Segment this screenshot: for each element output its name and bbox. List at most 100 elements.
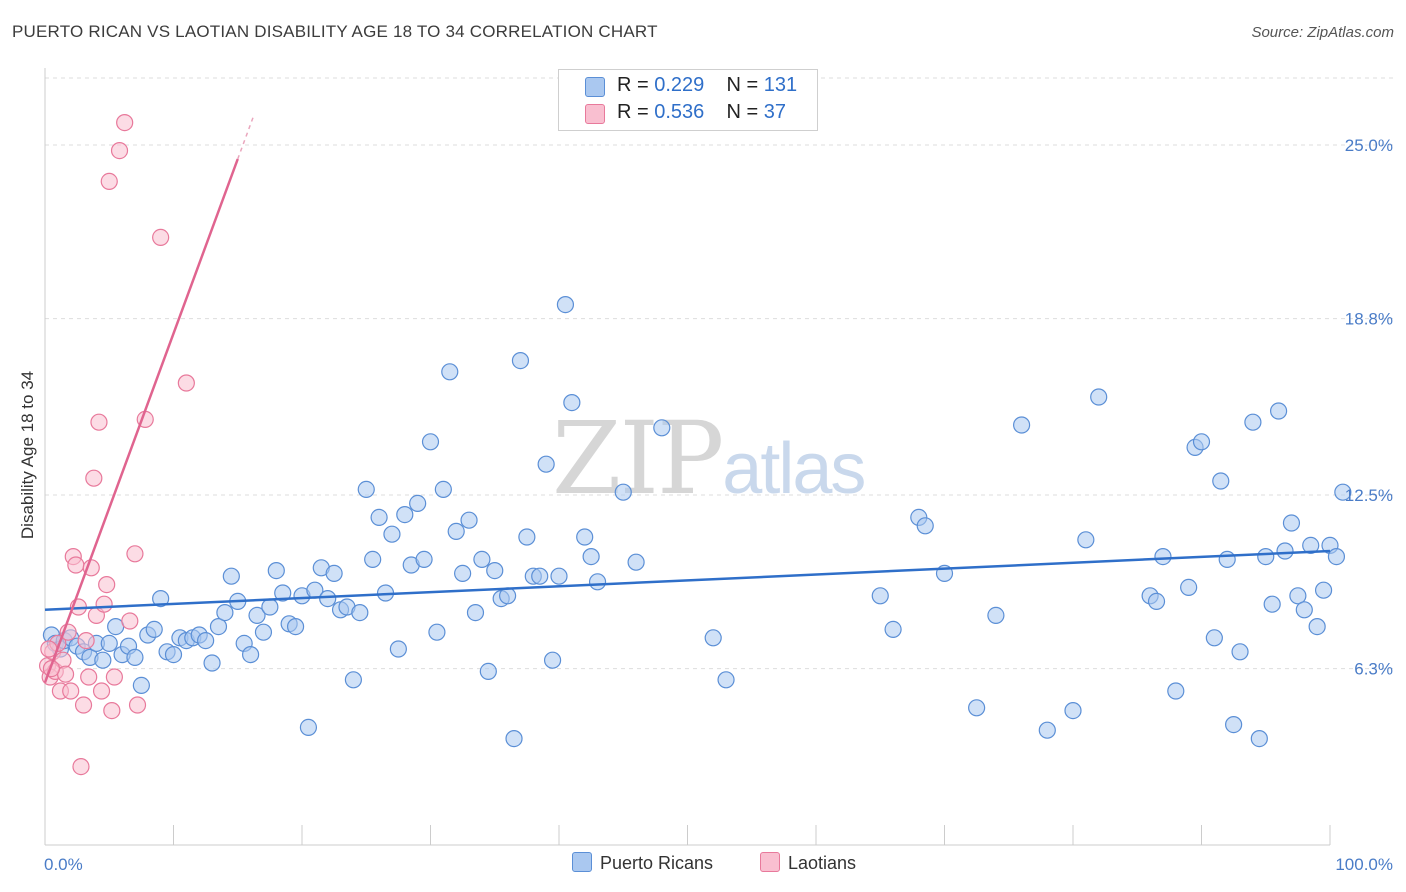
laotian-point (103, 701, 121, 720)
laotian-point (80, 668, 98, 686)
puerto-rican-point (550, 567, 568, 585)
puerto-rican-point (582, 547, 600, 566)
puerto-rican-point (614, 483, 632, 501)
y-tick-label: 18.8% (1345, 310, 1393, 329)
laotian-point (77, 631, 95, 650)
x-tick-label: 0.0% (44, 855, 83, 874)
legend-text-laotians: R = 0.536 N = 37 (617, 101, 786, 124)
puerto-rican-point (1012, 416, 1031, 434)
bottom-swatch-pink (760, 852, 780, 872)
puerto-rican-point (1257, 547, 1275, 566)
legend-n-label: N = (726, 74, 764, 96)
laotian-point (128, 696, 147, 714)
puerto-rican-point (1167, 682, 1185, 700)
puerto-rican-point (1289, 587, 1307, 605)
puerto-rican-point (267, 561, 285, 580)
legend-text-puerto-ricans: R = 0.229 N = 131 (617, 74, 797, 97)
puerto-rican-point (704, 629, 722, 647)
puerto-rican-point (164, 645, 183, 664)
puerto-rican-point (261, 598, 279, 616)
laotian-point (62, 682, 80, 700)
laotian-point (98, 575, 116, 594)
puerto-rican-point (447, 522, 465, 541)
puerto-rican-point (1308, 617, 1326, 636)
bottom-legend-label: Laotians (788, 853, 857, 873)
puerto-rican-point (197, 631, 215, 650)
puerto-rican-point (364, 550, 382, 569)
puerto-rican-point (871, 587, 889, 605)
puerto-rican-point (1154, 547, 1172, 566)
laotian-point (72, 757, 90, 776)
y-tick-label: 25.0% (1345, 136, 1393, 155)
puerto-rican-point (351, 603, 369, 622)
puerto-rican-point (505, 729, 523, 748)
bottom-legend-puerto-ricans: Puerto Ricans (572, 852, 713, 874)
puerto-rican-point (968, 699, 986, 717)
puerto-rican-point (1147, 592, 1166, 611)
puerto-rican-point (126, 648, 144, 667)
puerto-rican-point (434, 480, 452, 498)
laotian-point (177, 374, 195, 392)
puerto-rican-point (486, 561, 504, 580)
legend-n-label: N = (726, 101, 764, 123)
puerto-rican-point (518, 528, 536, 546)
laotian-point (67, 556, 85, 574)
chart-title: PUERTO RICAN VS LAOTIAN DISABILITY AGE 1… (12, 22, 658, 41)
puerto-rican-point (1090, 388, 1108, 406)
legend-row-puerto-ricans: R = 0.229 N = 131 (559, 74, 817, 100)
puerto-rican-point (531, 567, 549, 585)
legend-row-laotians: R = 0.536 N = 37 (559, 101, 817, 127)
puerto-rican-point (1218, 550, 1236, 569)
bottom-legend-label: Puerto Ricans (600, 853, 714, 873)
laotian-point (152, 228, 170, 246)
puerto-rican-point (884, 620, 902, 639)
laotian-trend-line (43, 158, 239, 684)
legend-r-value: 0.536 (654, 101, 705, 123)
y-tick-label: 6.3% (1354, 660, 1393, 679)
puerto-rican-point (1205, 629, 1223, 647)
laotian-point (110, 142, 129, 160)
puerto-rican-point (511, 352, 530, 370)
legend: R = 0.229 N = 131 R = 0.536 N = 37 (558, 69, 818, 131)
laotian-point (121, 612, 139, 630)
puerto-rican-point (357, 480, 375, 498)
puerto-rican-point (396, 505, 414, 524)
puerto-rican-point (1180, 578, 1198, 597)
puerto-rican-point (409, 494, 427, 512)
puerto-rican-point (537, 455, 555, 473)
puerto-rican-point (454, 564, 472, 583)
legend-swatch-blue (585, 77, 605, 97)
laotian-point (126, 545, 144, 563)
puerto-rican-point (1263, 595, 1281, 613)
puerto-rican-point (473, 550, 491, 569)
puerto-rican-point (576, 528, 594, 546)
puerto-rican-point (94, 651, 112, 669)
puerto-rican-point (588, 573, 607, 591)
puerto-rican-point (499, 587, 517, 605)
puerto-rican-point (1302, 536, 1320, 555)
puerto-rican-point (653, 419, 671, 437)
puerto-rican-point (627, 553, 645, 571)
puerto-rican-point (370, 508, 388, 527)
puerto-rican-point (1269, 402, 1288, 420)
puerto-rican-point (1282, 514, 1301, 532)
puerto-rican-point (1295, 601, 1313, 619)
watermark-zip: ZIP (552, 400, 724, 517)
puerto-rican-point (1064, 701, 1082, 720)
puerto-rican-point (274, 584, 292, 602)
legend-r-value: 0.229 (654, 74, 705, 96)
puerto-rican-point (916, 517, 934, 535)
laotian-point (95, 595, 113, 613)
puerto-rican-point (1334, 483, 1352, 501)
x-tick-labels: 0.0% 100.0% (44, 855, 1393, 874)
axes (44, 68, 1331, 846)
y-axis-label: Disability Age 18 to 34 (18, 371, 37, 539)
puerto-rican-point (1250, 729, 1268, 748)
puerto-rican-point (1225, 715, 1243, 734)
puerto-rican-point (1276, 542, 1294, 560)
puerto-rican-point (1077, 531, 1095, 549)
bottom-legend-laotians: Laotians (760, 852, 856, 874)
puerto-rican-point (1231, 643, 1249, 661)
puerto-rican-point (717, 671, 735, 689)
puerto-rican-point (556, 296, 575, 314)
